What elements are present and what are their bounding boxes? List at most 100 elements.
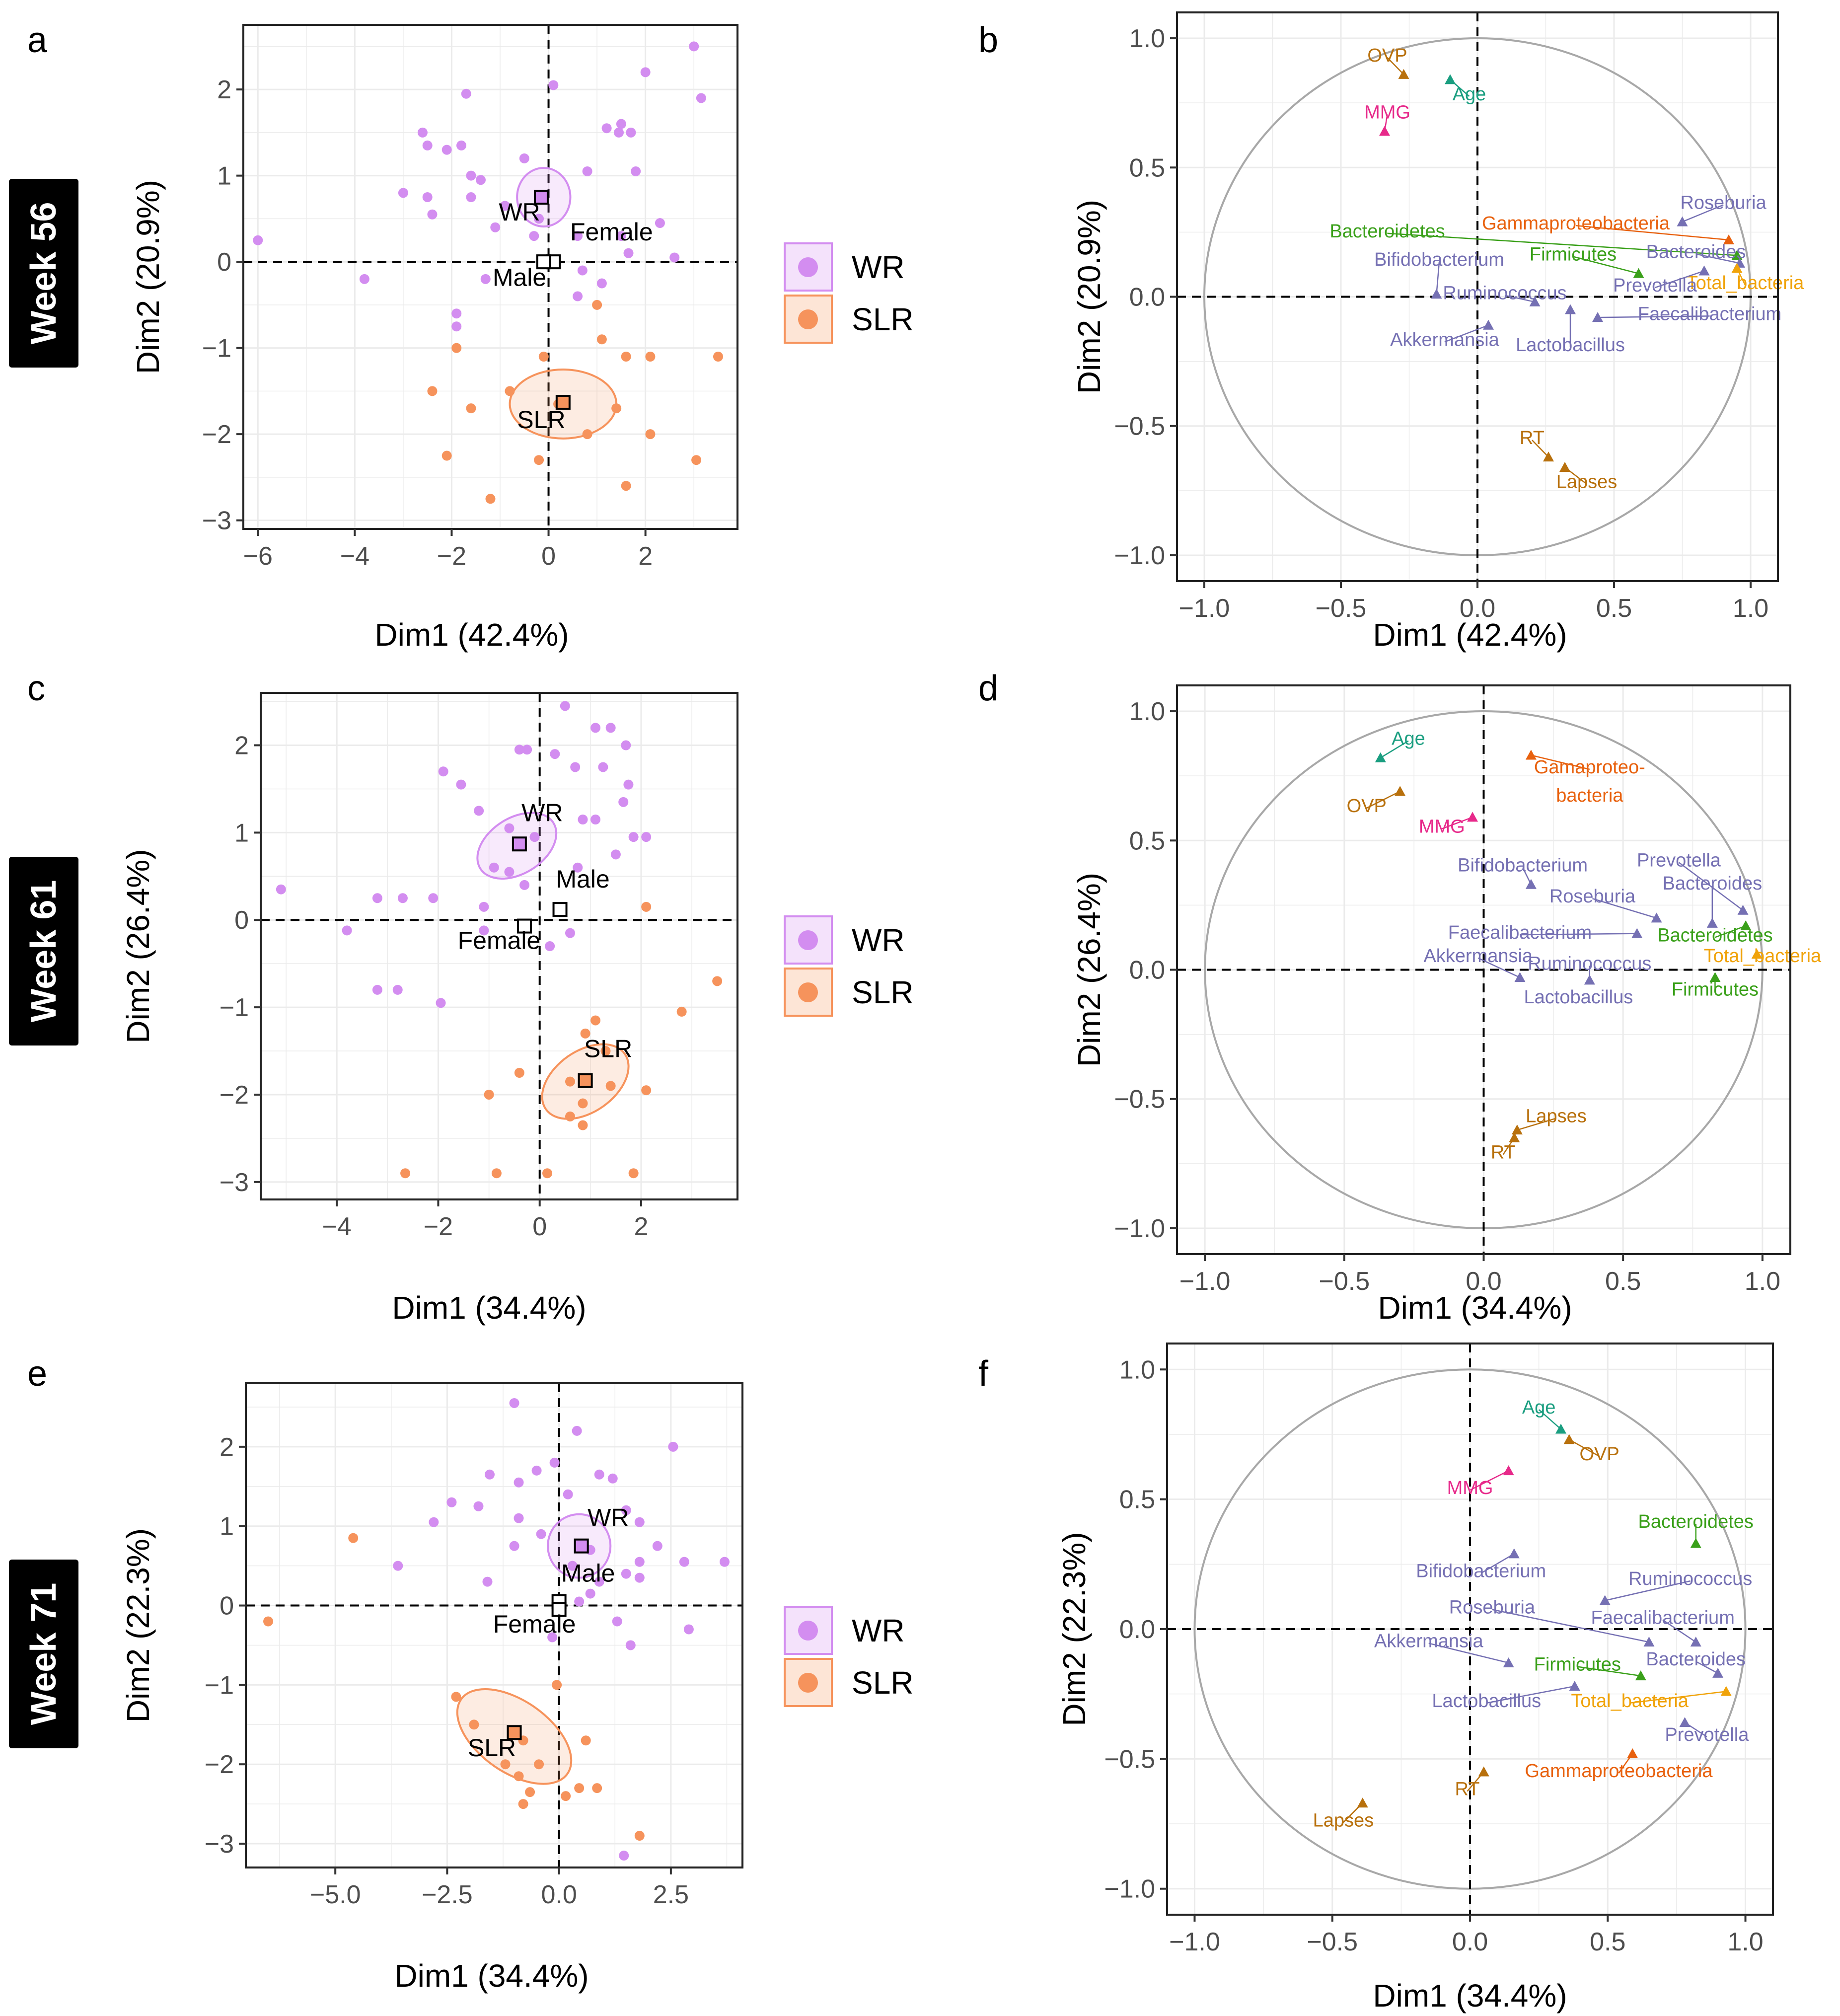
variable-label: OVP (1580, 1444, 1619, 1465)
variable-label: Lapses (1556, 472, 1618, 493)
point-wr (610, 849, 621, 860)
variable-arrow (1520, 933, 1637, 936)
point-wr (621, 1505, 631, 1515)
point-wr (536, 1529, 546, 1539)
variable-marker (1509, 1132, 1520, 1142)
variable-arrow (1655, 270, 1704, 289)
point-slr (542, 1168, 553, 1179)
variable-marker (1379, 126, 1390, 136)
y-tick-label: 0.5 (1129, 153, 1165, 182)
point-wr (634, 1572, 645, 1583)
legend-symbol-wr (798, 1621, 818, 1641)
point-wr (563, 1489, 573, 1499)
point-wr (398, 188, 408, 198)
point-slr (348, 1533, 359, 1543)
supplementary-marker-slr (578, 1073, 593, 1088)
point-slr (469, 1719, 479, 1730)
variable-marker (1503, 1657, 1514, 1667)
variable-arrow (1592, 897, 1657, 919)
variable-arrow (1436, 261, 1440, 295)
supplementary-label-slr: SLR (468, 1734, 516, 1762)
plot-frame (260, 692, 738, 1200)
point-wr (619, 1851, 629, 1861)
variable-marker (1478, 1766, 1489, 1777)
legend-label-wr: WR (852, 1613, 905, 1648)
y-tick-label: 0.0 (1129, 283, 1165, 312)
variable-label: Age (1522, 1397, 1556, 1418)
point-slr (538, 351, 549, 362)
point-slr (578, 1098, 588, 1109)
variable-marker (1525, 879, 1537, 889)
point-wr (719, 1557, 730, 1567)
panel-letter-b: b (978, 20, 998, 60)
y-axis-title: Dim2 (22.3%) (1056, 1532, 1092, 1726)
variable-label: Firmicutes (1534, 1654, 1621, 1675)
variable-label: Firmicutes (1530, 244, 1617, 265)
point-slr (491, 1168, 502, 1179)
supplementary-marker-female (551, 1602, 567, 1617)
supplementary-label-wr: WR (499, 198, 540, 226)
variable-arrow (1486, 1685, 1575, 1704)
point-wr (504, 867, 515, 877)
point-wr (489, 862, 499, 873)
point-slr (634, 1831, 645, 1841)
variable-marker (1643, 1637, 1655, 1647)
point-wr (590, 723, 601, 733)
variable-arrow (1573, 256, 1639, 274)
point-wr (392, 984, 403, 995)
point-wr (669, 252, 680, 263)
point-slr (581, 1735, 591, 1746)
supplementary-label-female: Female (493, 1610, 576, 1638)
point-wr (466, 170, 476, 181)
point-wr (422, 192, 433, 203)
point-wr (689, 41, 699, 52)
point-wr (490, 222, 501, 232)
point-wr (342, 925, 352, 936)
variable-label: Bifidobacterium (1416, 1561, 1546, 1581)
panel-letter-d: d (978, 669, 998, 708)
point-slr (628, 1168, 639, 1179)
variable-marker (1565, 304, 1576, 314)
point-wr (590, 815, 601, 824)
point-wr (446, 1497, 457, 1507)
y-axis-title: Dim2 (26.4%) (120, 849, 156, 1043)
y-tick-label: 1 (234, 819, 249, 847)
variable-label: MMG (1364, 102, 1410, 123)
x-tick-label: 0.5 (1596, 594, 1632, 623)
y-tick-label: −3 (202, 507, 231, 535)
y-tick-label: 0.0 (1129, 956, 1165, 985)
variable-label: Roseburia (1449, 1597, 1536, 1618)
point-wr (276, 884, 286, 895)
point-wr (372, 984, 382, 995)
point-wr (696, 93, 706, 103)
point-wr (668, 1441, 678, 1452)
variable-label: Prevotella (1665, 1724, 1749, 1745)
point-slr (713, 351, 723, 362)
x-tick-label: −0.5 (1319, 1267, 1370, 1296)
point-wr (549, 1457, 560, 1468)
variable-marker (1712, 1667, 1724, 1678)
plot-frame (245, 1382, 743, 1868)
panel-letter-a: a (27, 20, 48, 60)
variable-arrow (1531, 754, 1590, 770)
point-wr (548, 80, 559, 90)
x-tick-label: −0.5 (1307, 1928, 1358, 1956)
x-tick-label: −4 (322, 1212, 352, 1241)
variable-marker (1445, 74, 1456, 84)
point-wr (605, 723, 616, 733)
point-wr (359, 274, 369, 284)
legend-label-wr: WR (852, 922, 905, 958)
point-slr (534, 455, 544, 465)
variable-marker (1635, 1670, 1646, 1681)
variable-label: Faecalibacterium (1448, 922, 1592, 943)
supplementary-marker-wr (574, 1538, 589, 1554)
point-wr (428, 893, 439, 903)
point-wr (578, 815, 588, 824)
variable-arrow (1444, 324, 1489, 343)
point-wr (582, 166, 592, 176)
point-wr (438, 766, 448, 777)
legend-symbol-wr (798, 930, 818, 950)
y-tick-label: −1 (202, 334, 231, 363)
panel-e-individuals-plot: WR Male Female SLR −5.0 −2.5 0.0 2.5 −3 −2 −1 0 1 2 Di… (120, 1382, 743, 1994)
variable-arrow (1629, 1691, 1726, 1704)
